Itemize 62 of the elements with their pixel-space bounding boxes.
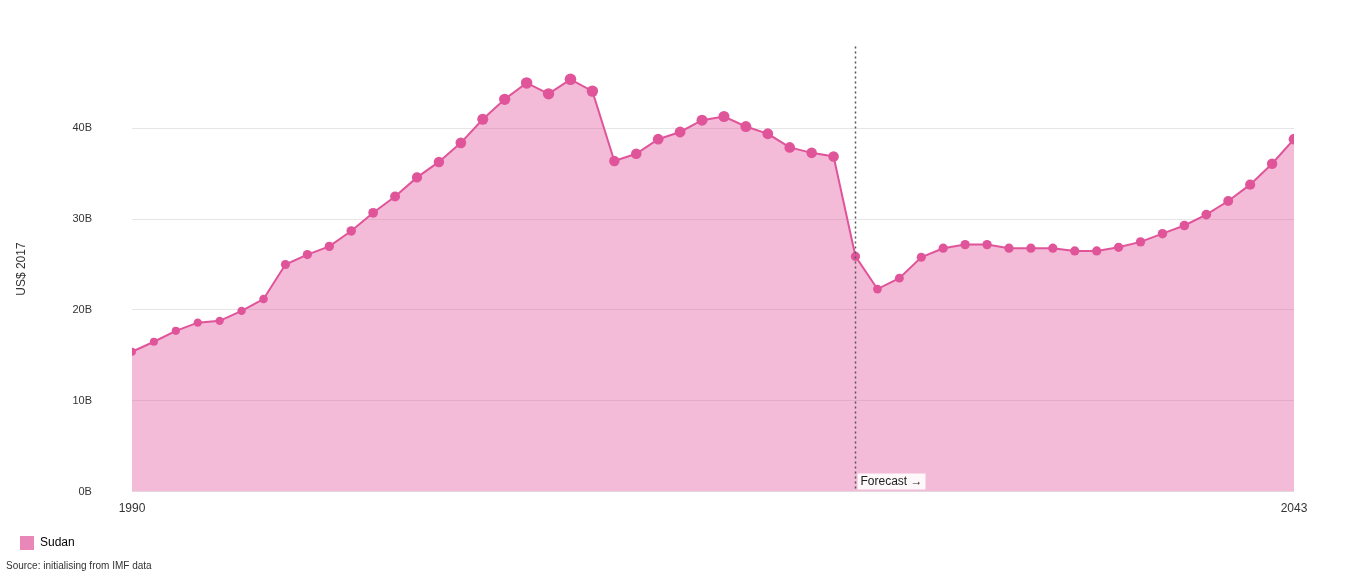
y-axis-title: US$ 2017 — [13, 242, 28, 296]
point — [411, 172, 423, 183]
point — [215, 316, 224, 326]
point — [873, 284, 882, 294]
point — [652, 133, 664, 145]
point — [1266, 158, 1278, 169]
point — [982, 239, 992, 250]
point — [806, 147, 817, 159]
point — [520, 77, 533, 89]
y-tick-label: 30B — [72, 212, 92, 225]
point — [433, 156, 445, 168]
point — [718, 111, 730, 123]
point — [368, 207, 379, 218]
point — [193, 318, 202, 327]
y-tick-label: 10B — [72, 393, 92, 406]
point — [674, 126, 686, 138]
point — [784, 142, 796, 153]
point — [1179, 220, 1190, 231]
point — [740, 121, 752, 132]
point — [828, 151, 839, 162]
ref-line-label: Forecast → — [860, 473, 923, 488]
point — [696, 114, 708, 126]
point — [564, 73, 577, 86]
point — [259, 294, 268, 304]
point — [390, 191, 401, 202]
x-tick-label: 1990 — [118, 501, 146, 516]
legend-label: Sudan — [40, 535, 75, 550]
point — [346, 226, 356, 236]
point — [1026, 243, 1036, 253]
point — [1201, 209, 1212, 220]
point — [630, 148, 642, 160]
y-tick-label: 0B — [78, 484, 92, 497]
point — [938, 243, 948, 253]
point — [1070, 246, 1080, 256]
point — [1135, 237, 1146, 247]
point — [237, 306, 246, 316]
point — [499, 93, 511, 105]
point — [455, 137, 467, 149]
point — [1092, 246, 1102, 256]
point — [1157, 228, 1168, 239]
y-tick-label: 20B — [72, 303, 92, 315]
point — [960, 239, 970, 250]
x-tick-label: 2043 — [1280, 501, 1308, 516]
y-tick-label: 40B — [72, 121, 92, 134]
point — [149, 337, 158, 346]
point — [1048, 243, 1058, 253]
point — [762, 128, 774, 140]
point — [586, 85, 599, 97]
source-note: Source: initialising from IMF data — [6, 560, 153, 571]
point — [477, 113, 489, 125]
point — [1113, 242, 1124, 252]
point — [324, 241, 334, 252]
point — [1245, 179, 1256, 190]
point — [280, 260, 290, 270]
point — [1223, 196, 1234, 206]
point — [302, 249, 312, 260]
point — [916, 252, 926, 262]
point — [171, 326, 180, 335]
point — [542, 88, 555, 100]
point — [1004, 243, 1014, 253]
point — [609, 155, 620, 167]
point — [894, 273, 904, 283]
